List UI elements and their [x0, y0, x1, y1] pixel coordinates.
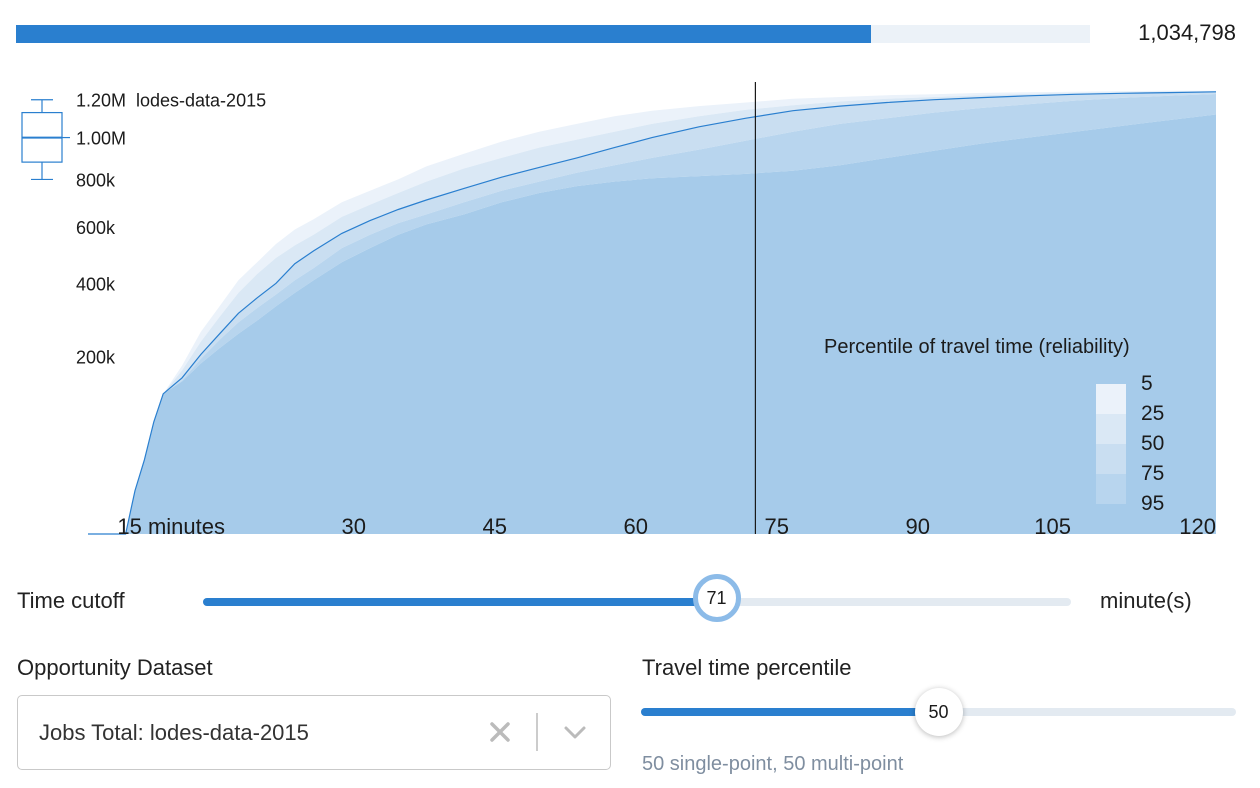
opportunity-dataset-value: Jobs Total: lodes-data-2015: [39, 720, 309, 745]
x-tick-label: 120: [1179, 514, 1216, 539]
y-tick-label: 800k: [76, 170, 116, 190]
legend-label: 75: [1141, 462, 1164, 485]
x-tick-label: 105: [1034, 514, 1071, 539]
x-tick-label: 60: [624, 514, 648, 539]
legend-swatch: [1096, 504, 1126, 534]
y-tick-label: 1.00M: [76, 129, 126, 149]
legend-title: Percentile of travel time (reliability): [824, 336, 1130, 358]
y-tick-label: 200k: [76, 348, 116, 368]
travel-time-percentile-help: 50 single-point, 50 multi-point: [642, 753, 904, 775]
dataset-label: lodes-data-2015: [136, 91, 266, 111]
clear-icon[interactable]: [486, 718, 514, 746]
travel-time-percentile-slider-fill: [641, 708, 939, 716]
y-tick-label: 400k: [76, 274, 116, 294]
time-cutoff-unit: minute(s): [1100, 588, 1192, 613]
chevron-down-icon[interactable]: [562, 722, 588, 742]
time-cutoff-label: Time cutoff: [17, 588, 125, 613]
x-tick-label: 15 minutes: [117, 514, 225, 539]
x-tick-label: 45: [483, 514, 507, 539]
time-cutoff-slider[interactable]: [203, 598, 1071, 606]
opportunity-dataset-select[interactable]: Jobs Total: lodes-data-2015: [17, 695, 611, 770]
x-tick-label: 30: [342, 514, 366, 539]
time-cutoff-slider-fill: [203, 598, 717, 606]
y-tick-label: 1.20M: [76, 91, 126, 111]
select-divider: [536, 713, 538, 751]
x-tick-label: 90: [906, 514, 930, 539]
travel-time-percentile-handle[interactable]: 50: [914, 688, 963, 736]
legend-label: 5: [1141, 372, 1153, 395]
time-cutoff-handle[interactable]: 71: [692, 574, 741, 622]
band-5: [88, 90, 1216, 535]
legend-label: 50: [1141, 432, 1164, 455]
x-tick-label: 75: [765, 514, 789, 539]
total-accessibility-bar: [16, 25, 1090, 43]
legend-swatch: [1096, 444, 1126, 474]
y-tick-label: 600k: [76, 218, 116, 238]
legend-swatch: [1096, 414, 1126, 444]
legend-label: 25: [1141, 402, 1164, 425]
travel-time-percentile-label: Travel time percentile: [642, 655, 852, 680]
legend-swatch: [1096, 384, 1126, 414]
opportunity-dataset-label: Opportunity Dataset: [17, 655, 213, 680]
total-accessibility-value: 1,034,798: [1138, 20, 1236, 45]
median-line: [88, 91, 1217, 535]
total-accessibility-bar-fill: [16, 25, 871, 43]
accessibility-chart: 200k 400k 600k 800k 1.00M 1.20M lodes-data-201…: [21, 82, 1217, 539]
band-95: [88, 114, 1216, 534]
legend-swatch: [1096, 474, 1126, 504]
legend-label: 95: [1141, 492, 1164, 515]
